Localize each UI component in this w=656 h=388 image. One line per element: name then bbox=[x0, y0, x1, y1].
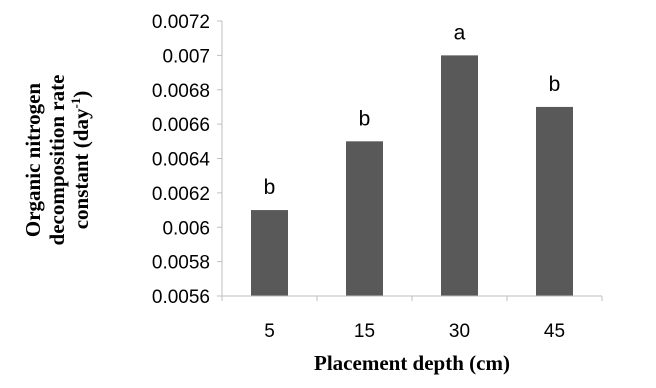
y-axis-title-line2: decomposition rate bbox=[45, 75, 69, 246]
y-axis-ticks: 0.0056 0.0058 0.006 0.0062 0.0064 0.0066 0.006… bbox=[152, 12, 222, 308]
bar-5 bbox=[251, 210, 288, 296]
bar-15 bbox=[346, 141, 383, 296]
y-tick-label: 0.0068 bbox=[152, 81, 210, 102]
x-tick-label: 5 bbox=[264, 321, 275, 342]
x-tick-label: 45 bbox=[544, 321, 565, 342]
bar-letter-label: a bbox=[454, 21, 466, 44]
bar-letter-label: b bbox=[549, 73, 561, 96]
y-tick-label: 0.0064 bbox=[152, 150, 211, 171]
bar-letter-label: b bbox=[359, 107, 371, 130]
bar-letter-labels: b b a b bbox=[264, 21, 561, 199]
y-tick-label: 0.007 bbox=[162, 46, 210, 67]
bars-group bbox=[251, 55, 573, 296]
y-tick-label: 0.0062 bbox=[152, 184, 210, 205]
y-tick-label: 0.0072 bbox=[152, 12, 210, 33]
y-axis-title-prefix: constant (day bbox=[69, 108, 93, 229]
x-axis-title: Placement depth (cm) bbox=[314, 351, 510, 375]
y-tick-label: 0.0056 bbox=[152, 287, 210, 308]
y-axis-title-line3: constant (day-1) bbox=[68, 91, 93, 230]
x-tick-label: 15 bbox=[354, 321, 375, 342]
bar-30 bbox=[441, 55, 478, 296]
y-tick-label: 0.0058 bbox=[152, 253, 210, 274]
y-tick-label: 0.006 bbox=[162, 218, 210, 239]
bar-letter-label: b bbox=[264, 176, 276, 199]
y-tick-label: 0.0066 bbox=[152, 115, 210, 136]
y-axis-title-superscript: -1 bbox=[68, 98, 83, 109]
y-axis-title: Organic nitrogen decomposition rate cons… bbox=[21, 75, 93, 246]
x-tick-label: 30 bbox=[449, 321, 470, 342]
y-axis-title-suffix: ) bbox=[69, 91, 93, 98]
bar-45 bbox=[536, 106, 573, 296]
x-axis-ticks: 5 15 30 45 bbox=[221, 296, 603, 342]
y-axis-title-line1: Organic nitrogen bbox=[21, 83, 45, 238]
